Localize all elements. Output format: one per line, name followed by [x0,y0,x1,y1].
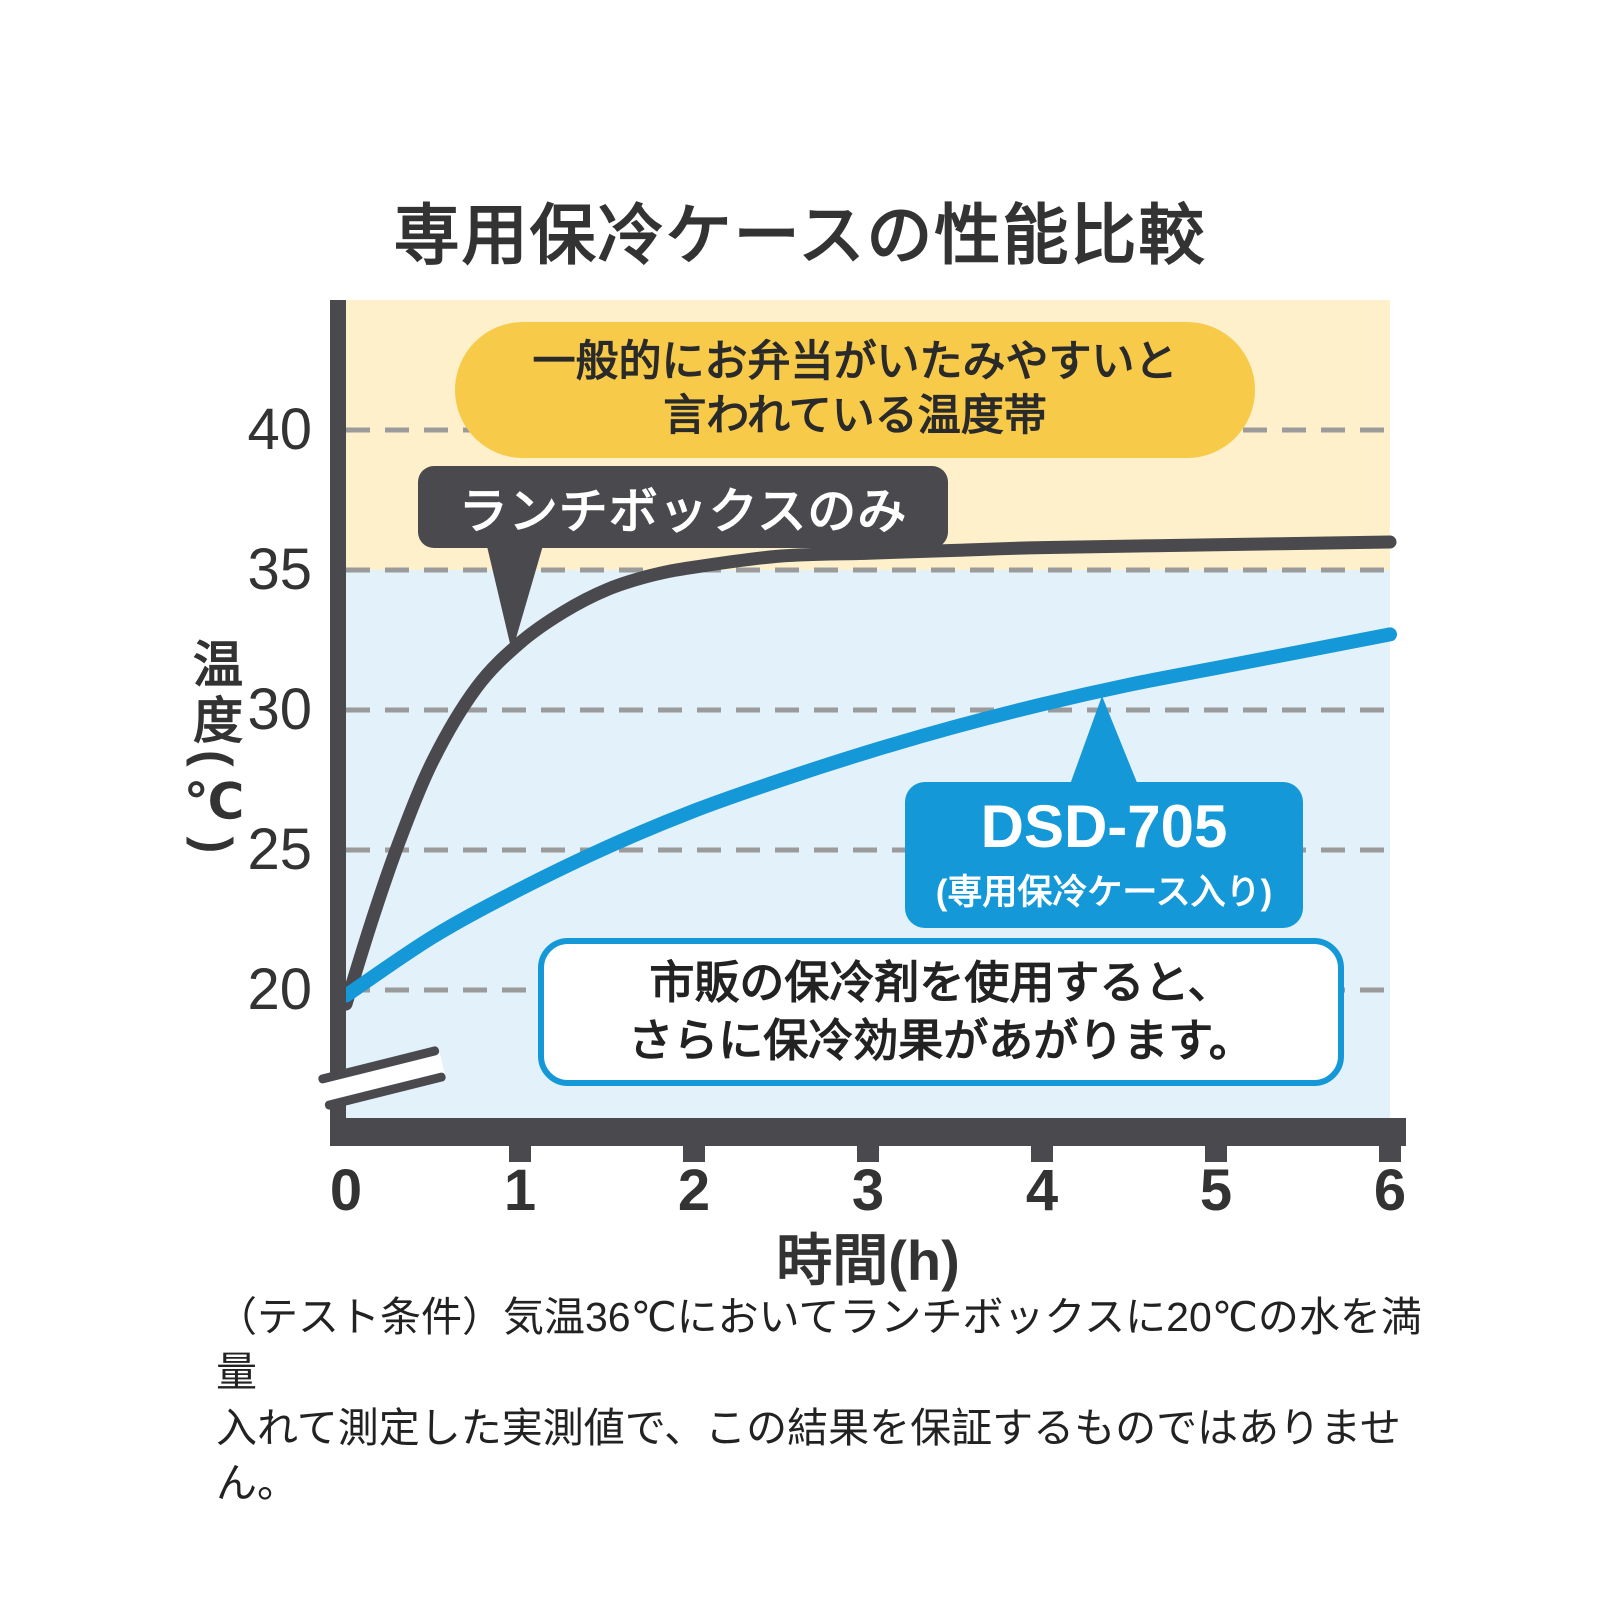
x-tick-mark-2 [683,1146,705,1162]
y-tick-label-25: 25 [247,817,312,882]
x-tick-label-4: 4 [1025,1158,1059,1223]
danger-zone-callout: 一般的にお弁当がいたみやすいと 言われている温度帯 [455,322,1255,458]
x-axis-bar [330,1118,1406,1146]
axis-break-icon [318,1046,446,1110]
test-conditions-line2: 入れて測定した実測値で、この結果を保証するものではありません。 [216,1404,1401,1507]
series-curve-1 [339,627,1397,1003]
x-tick-label-1: 1 [503,1158,537,1223]
x-tick-label-2: 2 [677,1158,711,1223]
x-tick-mark-5 [1205,1146,1227,1162]
chart-title: 専用保冷ケースの性能比較 [393,198,1207,272]
x-tick-label-3: 3 [851,1158,885,1223]
x-tick-mark-6 [1379,1146,1401,1162]
danger-zone-text-line1: 一般的にお弁当がいたみやすいと [532,338,1178,387]
series-label-lunchbox-only: ランチボックスのみ [418,466,948,548]
y-axis-label: 温度(℃) [186,638,242,860]
test-conditions-note: （テスト条件）気温36℃においてランチボックスに20℃の水を満量 入れて測定した… [216,1290,1436,1511]
x-tick-mark-3 [857,1146,879,1162]
x-tick-label-6: 6 [1373,1158,1407,1223]
series-curve-0 [339,535,1397,1011]
test-conditions-line1: （テスト条件）気温36℃においてランチボックスに20℃の水を満量 [216,1294,1422,1396]
danger-zone-text-line2: 言われている温度帯 [663,392,1047,440]
series-label-lunchbox-text: ランチボックスのみ [458,484,908,539]
x-tick-label-5: 5 [1199,1158,1233,1223]
series-label-dsd705-name: DSD-705 [980,793,1228,860]
series-label-dsd705-sub: (専用保冷ケース入り) [935,873,1273,912]
y-tick-label-20: 20 [247,957,312,1022]
lunchbox-callout-tail [486,542,544,652]
y-axis-bar [330,300,346,1146]
x-tick-mark-1 [509,1146,531,1162]
x-axis-label: 時間(h) [776,1229,960,1292]
series-label-dsd705: DSD-705 (専用保冷ケース入り) [905,782,1303,928]
y-tick-label-30: 30 [247,677,312,742]
dsd705-callout-tail [1068,696,1140,790]
y-tick-label-40: 40 [247,397,312,462]
ice-pack-note-line1: 市販の保冷剤を使用すると、 [649,956,1233,1008]
ice-pack-note-line2: さらに保冷効果があがります。 [628,1015,1254,1066]
ice-pack-note-box: 市販の保冷剤を使用すると、 さらに保冷効果があがります。 [538,938,1344,1086]
x-tick-label-0: 0 [329,1158,363,1223]
x-tick-mark-4 [1031,1146,1053,1162]
y-tick-label-35: 35 [247,537,312,602]
